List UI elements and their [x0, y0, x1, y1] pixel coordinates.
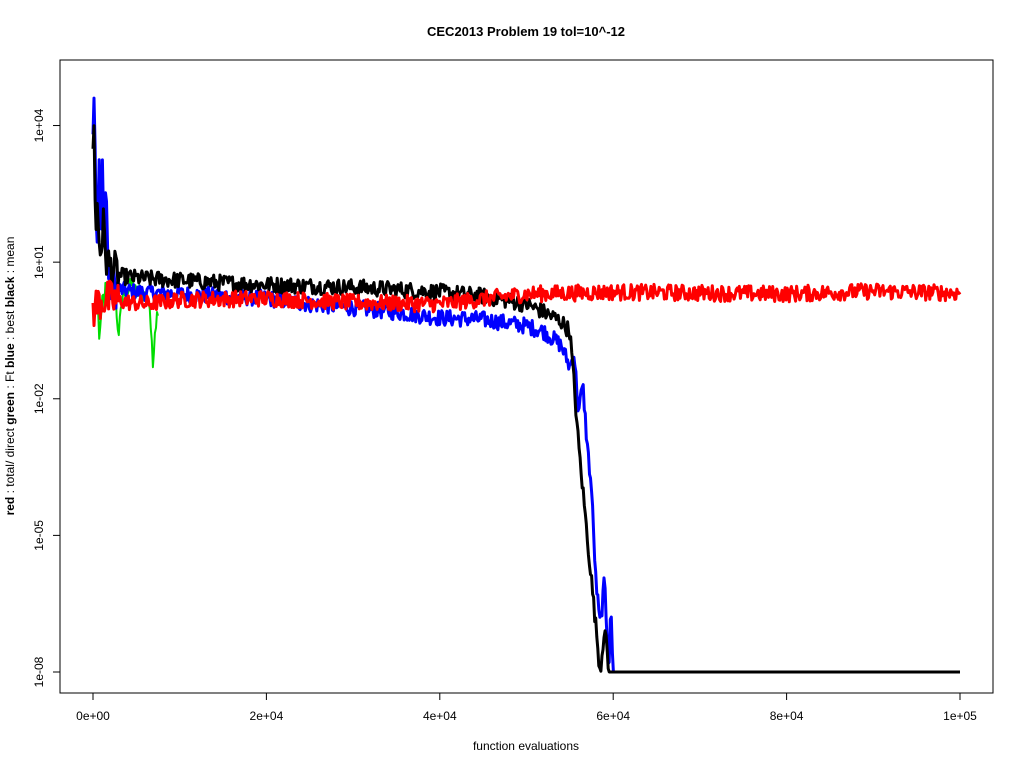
y-tick-label: 1e-05 [32, 520, 46, 551]
x-tick-label: 6e+04 [596, 709, 630, 723]
y-axis-title-part: black [3, 276, 17, 307]
y-axis-title: red : total/ direct green : Ft blue : be… [3, 237, 17, 516]
series-line-3 [91, 279, 962, 327]
y-tick-label: 1e-08 [32, 656, 46, 687]
x-axis: 0e+00 2e+04 4e+04 6e+04 8e+04 1e+05 [76, 692, 977, 723]
y-axis-title-part: blue [3, 343, 17, 368]
x-tick-label: 0e+00 [76, 709, 110, 723]
x-tick-label: 8e+04 [770, 709, 804, 723]
series-line-2 [91, 124, 961, 674]
plot-area-frame [59, 59, 994, 694]
y-axis-title-part: : Ft [3, 368, 17, 392]
series-layer [91, 96, 962, 674]
y-axis-title-part: green [3, 392, 17, 425]
y-axis-title-part: : total/ direct [3, 425, 17, 497]
y-axis-title-part: : mean [3, 237, 17, 277]
y-tick-label: 1e+01 [32, 245, 46, 279]
y-tick-label: 1e+04 [32, 108, 46, 142]
x-tick-label: 4e+04 [423, 709, 457, 723]
chart-title: CEC2013 Problem 19 tol=10^-12 [427, 24, 625, 39]
x-tick-label: 2e+04 [250, 709, 284, 723]
x-axis-title: function evaluations [473, 739, 579, 753]
y-axis: 1e-08 1e-05 1e-02 1e+01 1e+04 [32, 108, 61, 687]
y-axis-title-part: red [3, 497, 17, 516]
y-axis-title-part: : best [3, 307, 17, 343]
series-line-1 [91, 96, 961, 674]
x-tick-label: 1e+05 [943, 709, 977, 723]
y-tick-label: 1e-02 [32, 383, 46, 414]
